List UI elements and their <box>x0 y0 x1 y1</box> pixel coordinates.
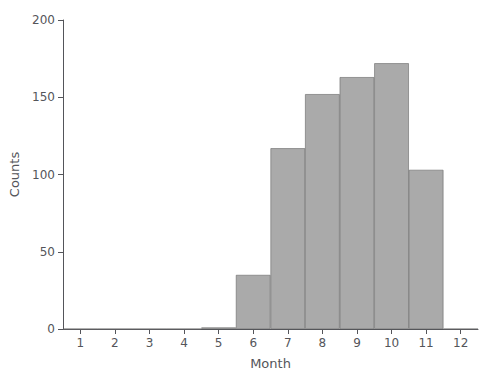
svg-text:1: 1 <box>76 336 84 350</box>
svg-text:Month: Month <box>250 356 291 371</box>
svg-text:6: 6 <box>249 336 257 350</box>
svg-text:0: 0 <box>47 322 55 336</box>
svg-text:Counts: Counts <box>7 152 22 198</box>
svg-text:8: 8 <box>319 336 327 350</box>
svg-text:5: 5 <box>215 336 223 350</box>
svg-text:11: 11 <box>418 336 433 350</box>
svg-text:7: 7 <box>284 336 292 350</box>
svg-text:2: 2 <box>111 336 119 350</box>
svg-text:12: 12 <box>453 336 468 350</box>
svg-text:200: 200 <box>32 13 55 27</box>
svg-text:100: 100 <box>32 168 55 182</box>
svg-text:4: 4 <box>180 336 188 350</box>
svg-text:9: 9 <box>353 336 361 350</box>
svg-text:10: 10 <box>384 336 399 350</box>
svg-text:150: 150 <box>32 90 55 104</box>
svg-text:50: 50 <box>40 245 55 259</box>
svg-text:3: 3 <box>146 336 154 350</box>
